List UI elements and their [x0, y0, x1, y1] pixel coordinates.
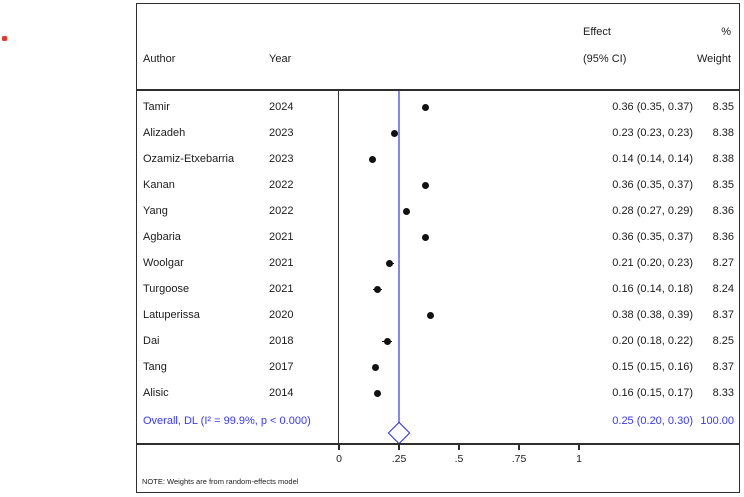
x-axis-tick	[458, 444, 460, 450]
study-effect-ci: 0.14 (0.14, 0.14)	[612, 153, 693, 165]
study-point-marker	[421, 233, 429, 241]
study-weight: 8.37	[712, 361, 734, 373]
study-effect-ci: 0.36 (0.35, 0.37)	[612, 231, 693, 243]
red-bullet-dot	[2, 36, 7, 41]
overall-label: Overall, DL (I² = 99.9%, p < 0.000)	[143, 415, 311, 427]
study-weight: 8.35	[712, 101, 734, 113]
study-effect-ci: 0.15 (0.15, 0.16)	[612, 361, 693, 373]
study-author: Alizadeh	[143, 127, 186, 139]
column-header-author: Author	[143, 53, 176, 65]
study-effect-ci: 0.16 (0.15, 0.17)	[612, 387, 693, 399]
study-year: 2021	[269, 257, 294, 269]
study-point-marker	[373, 389, 381, 397]
study-weight: 8.35	[712, 179, 734, 191]
study-author: Dai	[143, 335, 160, 347]
study-weight: 8.25	[712, 335, 734, 347]
study-author: Ozamiz-Etxebarria	[143, 153, 235, 165]
study-point-marker	[373, 285, 381, 293]
x-axis-tick-label: .75	[511, 453, 527, 465]
study-effect-ci: 0.36 (0.35, 0.37)	[612, 179, 693, 191]
study-author: Yang	[143, 205, 168, 217]
study-point-marker	[371, 363, 379, 371]
x-axis-tick	[398, 444, 400, 450]
study-weight: 8.36	[712, 205, 734, 217]
study-weight: 8.33	[712, 387, 734, 399]
x-axis-tick-label: 0	[336, 453, 342, 465]
study-effect-ci: 0.28 (0.27, 0.29)	[612, 205, 693, 217]
study-effect-ci: 0.38 (0.38, 0.39)	[612, 309, 693, 321]
study-point-marker	[426, 311, 434, 319]
pooled-estimate-line	[398, 91, 400, 444]
x-axis-line	[137, 443, 739, 445]
study-year: 2017	[269, 361, 294, 373]
forest-plot-frame: Author Year Effect (95% CI) % Weight Tam…	[136, 3, 740, 493]
study-weight: 8.27	[712, 257, 734, 269]
study-point-marker	[369, 155, 377, 163]
x-axis-tick	[518, 444, 520, 450]
study-weight: 8.37	[712, 309, 734, 321]
study-author: Alisic	[143, 387, 169, 399]
study-effect-ci: 0.23 (0.23, 0.23)	[612, 127, 693, 139]
study-author: Turgoose	[143, 283, 190, 295]
header-separator-line	[137, 89, 739, 91]
study-weight: 8.24	[712, 283, 734, 295]
column-header-percent: %	[721, 26, 731, 38]
study-year: 2014	[269, 387, 294, 399]
study-year: 2022	[269, 205, 294, 217]
overall-diamond-marker	[387, 421, 411, 445]
x-axis-tick-label: .5	[454, 453, 464, 465]
study-weight: 8.38	[712, 127, 734, 139]
study-year: 2023	[269, 127, 294, 139]
study-point-marker	[421, 103, 429, 111]
study-weight: 8.36	[712, 231, 734, 243]
x-axis-tick-label: 1	[576, 453, 582, 465]
x-axis-tick-label: .25	[391, 453, 407, 465]
column-header-weight: Weight	[696, 53, 731, 65]
zero-axis-spine	[338, 89, 340, 444]
study-point-marker	[385, 259, 393, 267]
study-effect-ci: 0.20 (0.18, 0.22)	[612, 335, 693, 347]
x-axis-tick	[578, 444, 580, 450]
study-year: 2021	[269, 231, 294, 243]
weights-note: NOTE: Weights are from random-effects mo…	[142, 477, 299, 486]
study-year: 2020	[269, 309, 294, 321]
column-header-effect: Effect	[583, 26, 611, 38]
column-header-effect-ci: (95% CI)	[583, 53, 627, 65]
study-author: Tang	[143, 361, 167, 373]
study-point-marker	[383, 337, 391, 345]
study-author: Latuperissa	[143, 309, 200, 321]
study-point-marker	[390, 129, 398, 137]
study-author: Kanan	[143, 179, 175, 191]
x-axis-tick	[338, 444, 340, 450]
overall-effect-ci: 0.25 (0.20, 0.30)	[612, 415, 693, 427]
study-author: Tamir	[143, 101, 170, 113]
study-author: Agbaria	[143, 231, 181, 243]
column-header-year: Year	[269, 53, 292, 65]
study-author: Woolgar	[143, 257, 184, 269]
study-year: 2018	[269, 335, 294, 347]
study-year: 2022	[269, 179, 294, 191]
study-weight: 8.38	[712, 153, 734, 165]
study-year: 2024	[269, 101, 294, 113]
study-year: 2023	[269, 153, 294, 165]
study-point-marker	[402, 207, 410, 215]
study-effect-ci: 0.21 (0.20, 0.23)	[612, 257, 693, 269]
study-point-marker	[421, 181, 429, 189]
study-effect-ci: 0.16 (0.14, 0.18)	[612, 283, 693, 295]
study-effect-ci: 0.36 (0.35, 0.37)	[612, 101, 693, 113]
overall-weight: 100.00	[700, 415, 734, 427]
study-year: 2021	[269, 283, 294, 295]
